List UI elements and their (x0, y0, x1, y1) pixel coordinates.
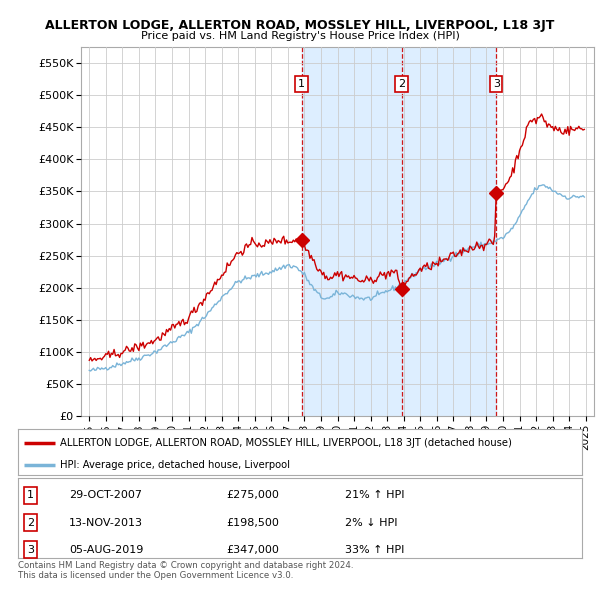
Text: ALLERTON LODGE, ALLERTON ROAD, MOSSLEY HILL, LIVERPOOL, L18 3JT (detached house): ALLERTON LODGE, ALLERTON ROAD, MOSSLEY H… (60, 438, 512, 448)
Text: Contains HM Land Registry data © Crown copyright and database right 2024.: Contains HM Land Registry data © Crown c… (18, 560, 353, 569)
Text: HPI: Average price, detached house, Liverpool: HPI: Average price, detached house, Live… (60, 460, 290, 470)
Text: 2: 2 (398, 79, 405, 89)
Text: £198,500: £198,500 (227, 517, 280, 527)
Text: £275,000: £275,000 (227, 490, 280, 500)
Text: 1: 1 (298, 79, 305, 89)
Text: 05-AUG-2019: 05-AUG-2019 (69, 545, 143, 555)
Text: 2: 2 (27, 517, 34, 527)
Text: This data is licensed under the Open Government Licence v3.0.: This data is licensed under the Open Gov… (18, 571, 293, 580)
Text: 13-NOV-2013: 13-NOV-2013 (69, 517, 143, 527)
Text: 29-OCT-2007: 29-OCT-2007 (69, 490, 142, 500)
Text: 21% ↑ HPI: 21% ↑ HPI (345, 490, 404, 500)
Text: 2% ↓ HPI: 2% ↓ HPI (345, 517, 398, 527)
Text: 33% ↑ HPI: 33% ↑ HPI (345, 545, 404, 555)
Text: 3: 3 (27, 545, 34, 555)
Text: Price paid vs. HM Land Registry's House Price Index (HPI): Price paid vs. HM Land Registry's House … (140, 31, 460, 41)
Text: 1: 1 (27, 490, 34, 500)
Text: £347,000: £347,000 (227, 545, 280, 555)
Text: ALLERTON LODGE, ALLERTON ROAD, MOSSLEY HILL, LIVERPOOL, L18 3JT: ALLERTON LODGE, ALLERTON ROAD, MOSSLEY H… (46, 19, 554, 32)
Text: 3: 3 (493, 79, 500, 89)
Bar (302, 47, 496, 416)
